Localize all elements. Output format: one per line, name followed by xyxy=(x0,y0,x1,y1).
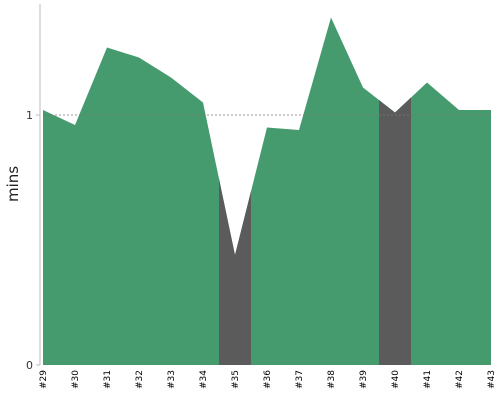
x-tick-label: #37 xyxy=(295,370,305,389)
x-tick-label: #33 xyxy=(167,370,177,389)
x-tick-label: #42 xyxy=(455,370,465,389)
x-tick-label: #40 xyxy=(391,370,401,389)
y-tick-label: 1 xyxy=(26,109,33,122)
x-tick-label: #32 xyxy=(135,370,145,389)
y-tick-label: 0 xyxy=(26,359,33,372)
x-tick-label: #39 xyxy=(359,370,369,389)
x-tick-label: #36 xyxy=(263,370,273,389)
highlight-band-40 xyxy=(379,97,411,365)
x-tick-label: #31 xyxy=(103,370,113,389)
x-tick-label: #29 xyxy=(39,370,49,389)
x-tick-label: #30 xyxy=(71,370,81,389)
x-ticks: #29 #30 #31 #32 #33 #34 #35 #36 #37 #38 #39 #40 #41 #… xyxy=(39,370,497,389)
x-tick-label: #35 xyxy=(231,370,241,389)
x-tick-label: #34 xyxy=(199,370,209,389)
y-axis-label: mins xyxy=(4,166,22,202)
highlight-band-35 xyxy=(219,178,251,365)
y-ticks: 01 xyxy=(26,109,40,372)
x-tick-label: #41 xyxy=(423,370,433,389)
x-tick-label: #38 xyxy=(327,370,337,389)
x-tick-label: #43 xyxy=(487,370,497,389)
chart-areas xyxy=(43,17,491,365)
series-area xyxy=(43,17,491,365)
